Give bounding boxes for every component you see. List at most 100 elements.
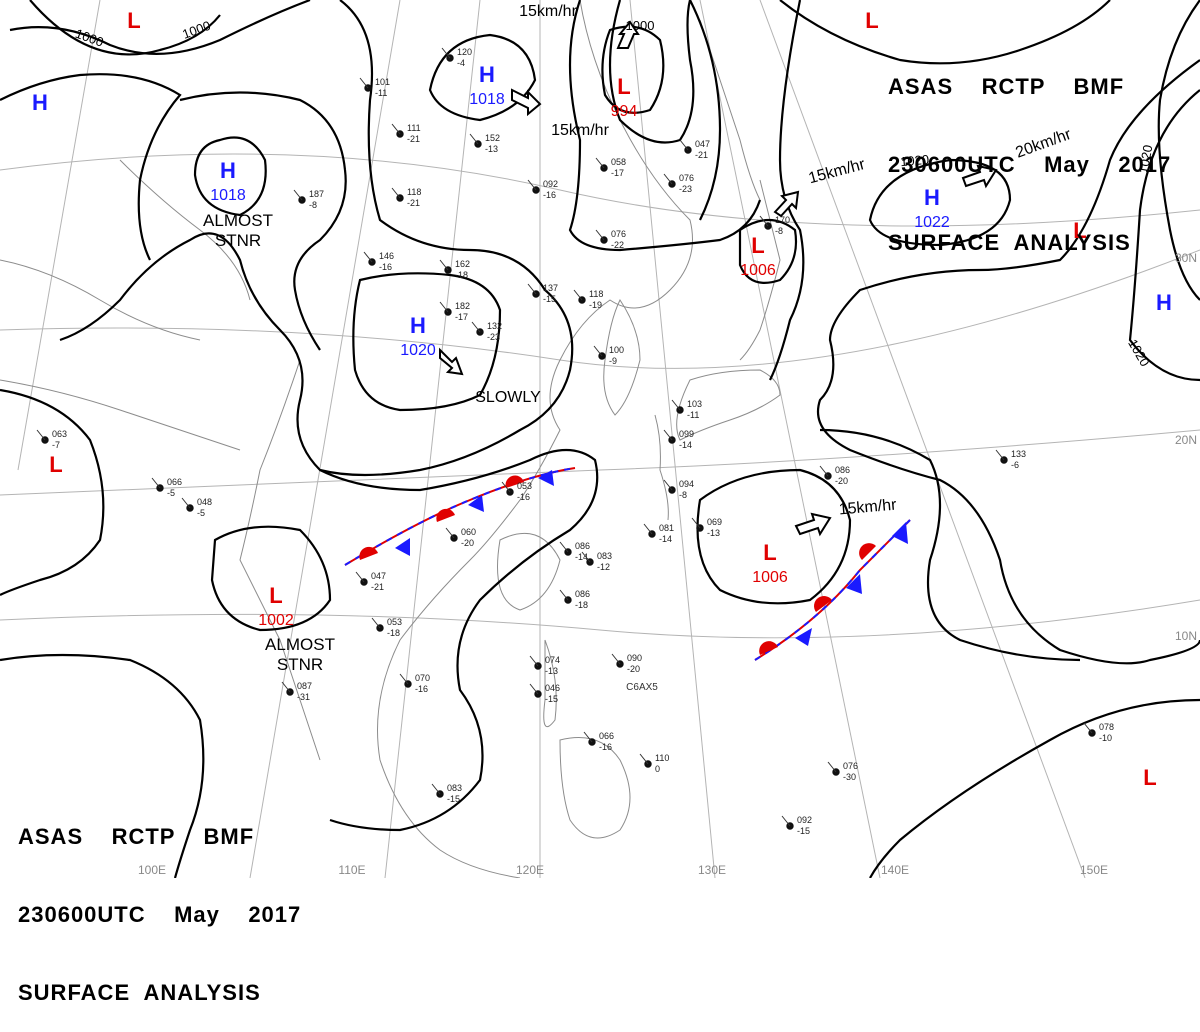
high-center-pressure: 1018 [469,91,505,108]
low-center-pressure: 1006 [740,262,776,279]
header-bottom-line1: ASAS RCTP BMF [18,824,255,849]
station-plot: 120-4 [441,47,472,68]
low-center-symbol: L [269,583,282,608]
station-pressure: 132 [487,321,502,331]
wind-barb [471,321,481,333]
station-plot: 182-17 [439,301,470,322]
station-pressure: 066 [599,731,614,741]
station-pressure: 100 [609,345,624,355]
wind-barb [559,541,569,553]
station-tendency: -20 [627,664,640,674]
wind-barb [281,681,291,693]
station-tendency: -20 [461,538,474,548]
motion-arrows [439,20,998,537]
station-tendency: -10 [1099,733,1112,743]
station-plot: 066-16 [583,731,614,752]
station-pressure: 083 [597,551,612,561]
wind-barb [399,673,409,685]
motion-label: 15km/hr [838,496,898,518]
station-plot: 137-15 [527,283,558,304]
wind-barb [431,783,441,795]
station-pressure: 087 [297,681,312,691]
station-plot: 132-23 [471,321,502,342]
station-tendency: -14 [575,552,588,562]
station-tendency: -18 [575,600,588,610]
longitude-label: 120E [516,863,544,877]
wind-barb [679,139,689,151]
station-tendency: -5 [197,508,205,518]
station-plot: 063-7 [36,429,67,450]
station-pressure: 086 [575,541,590,551]
high-center-symbol: H [220,158,236,183]
station-pressure: 048 [197,497,212,507]
station-tendency: -20 [835,476,848,486]
station-tendency: -16 [379,262,392,272]
station-pressure: 120 [457,47,472,57]
station-pressure: 092 [543,179,558,189]
station-pressure: 081 [659,523,674,533]
low-center-symbol: L [617,74,630,99]
station-pressure: 058 [611,157,626,167]
station-tendency: -21 [695,150,708,160]
station-tendency: -8 [679,490,687,500]
header-top-line1: ASAS RCTP BMF [888,74,1125,99]
station-pressure: 152 [485,133,500,143]
station-plot: 118-19 [573,289,603,310]
wind-barb [501,481,511,493]
motion-label: STNR [215,231,261,250]
station-plot: 053-16 [501,481,532,502]
station-tendency: -5 [167,488,175,498]
station-plot: 076-30 [827,761,858,782]
station-pressure: 070 [415,673,430,683]
station-tendency: -11 [375,88,387,98]
station-tendency: -21 [407,134,420,144]
station-pressure: 063 [52,429,67,439]
station-pressure: 047 [371,571,386,581]
latitude-label: 30N [1175,251,1197,265]
station-plot: 100-9 [593,345,624,366]
motion-label: ALMOST [265,635,335,654]
wind-barb [819,465,829,477]
station-tendency: -8 [775,226,783,236]
station-tendency: -15 [797,826,810,836]
station-pressure: 090 [627,653,642,663]
wind-barb [293,189,303,201]
motion-label: STNR [277,655,323,674]
wind-barb [355,571,365,583]
station-tendency: -14 [679,440,692,450]
high-center-symbol: H [1156,290,1172,315]
station-tendency: -7 [52,440,60,450]
station-plot: 092-15 [781,815,812,836]
wind-barb [573,289,583,301]
station-tendency: -13 [707,528,720,538]
latitude-label: 20N [1175,433,1197,447]
station-plot: 081-14 [643,523,674,544]
header-bottom: ASAS RCTP BMF 230600UTC May 2017 SURFACE… [18,772,301,1032]
station-tendency: -16 [517,492,530,502]
station-tendency: -6 [1011,460,1019,470]
station-tendency: -19 [589,300,602,310]
header-bottom-line2: 230600UTC May 2017 [18,902,302,927]
station-pressure: 066 [167,477,182,487]
station-plot: 076-22 [595,229,626,250]
wind-barb [529,655,539,667]
station-pressure: 086 [575,589,590,599]
station-tendency: -15 [545,694,558,704]
high-center-symbol: H [32,90,48,115]
station-pressure: 046 [545,683,560,693]
station-tendency: -16 [543,190,556,200]
station-tendency: -18 [455,270,468,280]
station-plot: 053-18 [371,617,402,638]
station-plot: 099-14 [663,429,694,450]
high-center-symbol: H [479,62,495,87]
station-tendency: -30 [843,772,856,782]
high-center-pressure: 1020 [400,342,436,359]
station-plot: 069-13 [691,517,722,538]
station-pressure: 118 [589,289,603,299]
low-center-symbol: L [1143,765,1156,790]
wind-barb [527,283,537,295]
station-plot: 103-11 [671,399,702,420]
station-plot: 162-18 [439,259,470,280]
station-plot: 152-13 [469,133,500,154]
